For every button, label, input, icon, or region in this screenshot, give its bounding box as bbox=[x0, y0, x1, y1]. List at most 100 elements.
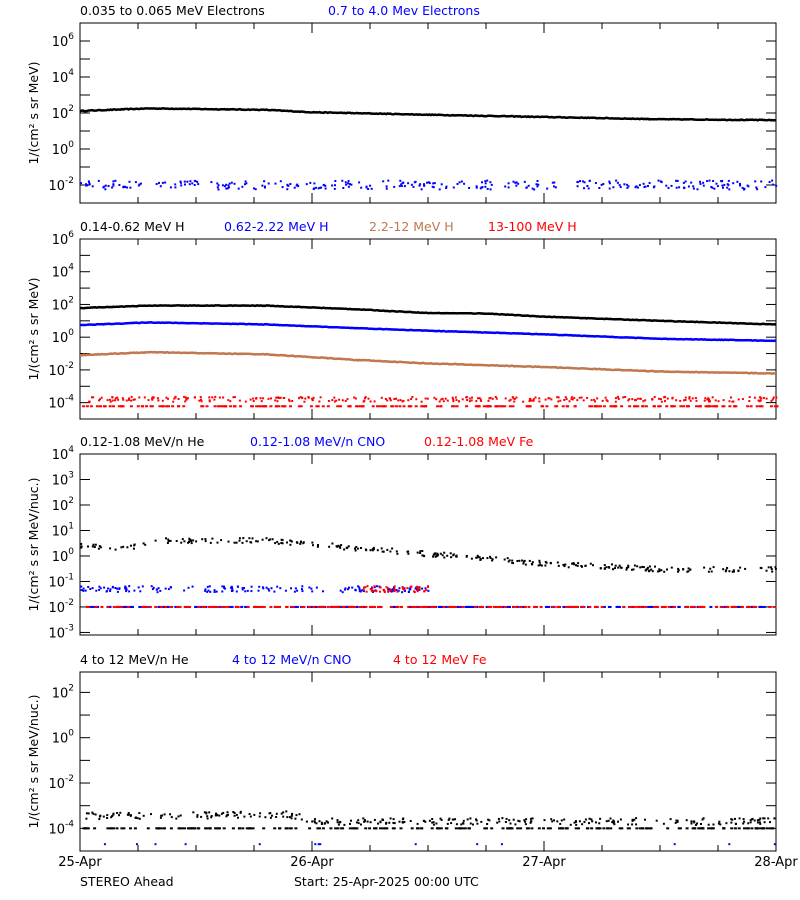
data-point bbox=[286, 184, 289, 187]
data-point bbox=[205, 811, 208, 814]
data-point bbox=[379, 590, 381, 593]
series-line bbox=[79, 304, 777, 326]
data-point bbox=[353, 396, 356, 399]
data-point bbox=[767, 817, 770, 820]
floor-point bbox=[670, 605, 674, 608]
data-point bbox=[80, 546, 83, 549]
floor-point bbox=[561, 405, 565, 408]
data-point bbox=[611, 563, 613, 566]
data-point bbox=[690, 820, 693, 823]
floor-point bbox=[316, 827, 320, 830]
data-point bbox=[379, 821, 382, 824]
data-point bbox=[392, 589, 395, 592]
floor-point bbox=[476, 405, 480, 408]
floor-point bbox=[214, 827, 217, 830]
data-point bbox=[84, 589, 87, 592]
data-point bbox=[690, 181, 693, 184]
floor-point bbox=[222, 827, 226, 830]
data-point bbox=[505, 817, 508, 820]
data-point bbox=[525, 186, 528, 189]
data-point bbox=[296, 183, 299, 186]
floor-point bbox=[464, 605, 468, 608]
data-point bbox=[583, 181, 586, 184]
data-point bbox=[257, 589, 260, 592]
data-point bbox=[514, 181, 517, 184]
data-point bbox=[250, 541, 253, 544]
data-point bbox=[425, 588, 428, 591]
data-point bbox=[427, 589, 430, 592]
y-tick-label: 10-2 bbox=[48, 176, 74, 194]
data-point bbox=[702, 181, 705, 184]
data-point bbox=[138, 183, 141, 186]
floor-point bbox=[704, 405, 708, 408]
data-point bbox=[631, 398, 634, 401]
data-point bbox=[644, 185, 647, 188]
data-point bbox=[301, 585, 304, 588]
data-point bbox=[612, 568, 614, 571]
data-point bbox=[517, 182, 520, 185]
data-point bbox=[91, 587, 94, 590]
floor-point bbox=[246, 605, 250, 608]
data-point bbox=[576, 564, 579, 567]
data-point bbox=[383, 591, 386, 593]
data-point bbox=[385, 187, 388, 190]
floor-point bbox=[203, 605, 206, 608]
data-point bbox=[331, 399, 334, 402]
data-point bbox=[660, 569, 663, 572]
floor-point bbox=[526, 405, 530, 408]
data-point bbox=[481, 181, 483, 184]
data-point bbox=[490, 183, 493, 186]
data-point bbox=[427, 585, 429, 588]
data-point bbox=[633, 818, 636, 821]
floor-point bbox=[490, 827, 494, 830]
data-point bbox=[395, 397, 397, 400]
data-point bbox=[767, 566, 770, 569]
data-point bbox=[80, 545, 83, 548]
data-point bbox=[741, 398, 744, 400]
floor-point bbox=[379, 605, 383, 608]
data-point bbox=[364, 586, 367, 589]
data-point bbox=[769, 821, 771, 824]
floor-point bbox=[485, 605, 489, 608]
data-point bbox=[281, 186, 284, 189]
data-point bbox=[512, 180, 515, 183]
floor-point bbox=[750, 605, 754, 608]
data-point bbox=[667, 187, 670, 189]
floor-point bbox=[465, 405, 469, 408]
floor-point bbox=[278, 605, 282, 608]
data-point bbox=[466, 399, 469, 401]
data-point bbox=[775, 396, 778, 399]
floor-point bbox=[273, 827, 277, 830]
data-point bbox=[731, 400, 734, 403]
floor-point bbox=[92, 605, 96, 608]
data-point bbox=[389, 589, 391, 592]
floor-point bbox=[96, 605, 100, 608]
data-point bbox=[708, 179, 711, 182]
x-tick-label: 25-Apr bbox=[58, 855, 102, 870]
data-point bbox=[136, 817, 139, 820]
data-point bbox=[489, 181, 492, 184]
data-point bbox=[388, 821, 391, 824]
data-point bbox=[320, 821, 323, 824]
data-point bbox=[608, 182, 611, 185]
data-point bbox=[399, 399, 402, 402]
data-point bbox=[707, 823, 710, 826]
data-point bbox=[511, 559, 514, 562]
floor-point bbox=[309, 405, 313, 408]
floor-point bbox=[211, 605, 215, 608]
data-point bbox=[759, 822, 762, 825]
floor-point bbox=[423, 405, 427, 408]
data-point bbox=[765, 569, 768, 572]
data-point bbox=[157, 399, 160, 402]
y-tick-label: 104 bbox=[52, 263, 75, 281]
floor-point bbox=[334, 827, 338, 830]
data-point bbox=[169, 186, 172, 189]
floor-point bbox=[326, 605, 330, 608]
floor-point bbox=[595, 605, 599, 608]
data-point bbox=[187, 541, 190, 544]
data-point bbox=[684, 399, 687, 401]
data-point bbox=[244, 180, 247, 183]
data-point bbox=[734, 822, 737, 825]
panel-2: 0.14-0.62 MeV H 0.62-2.22 MeV H 2.2-12 MeV… bbox=[26, 219, 779, 420]
